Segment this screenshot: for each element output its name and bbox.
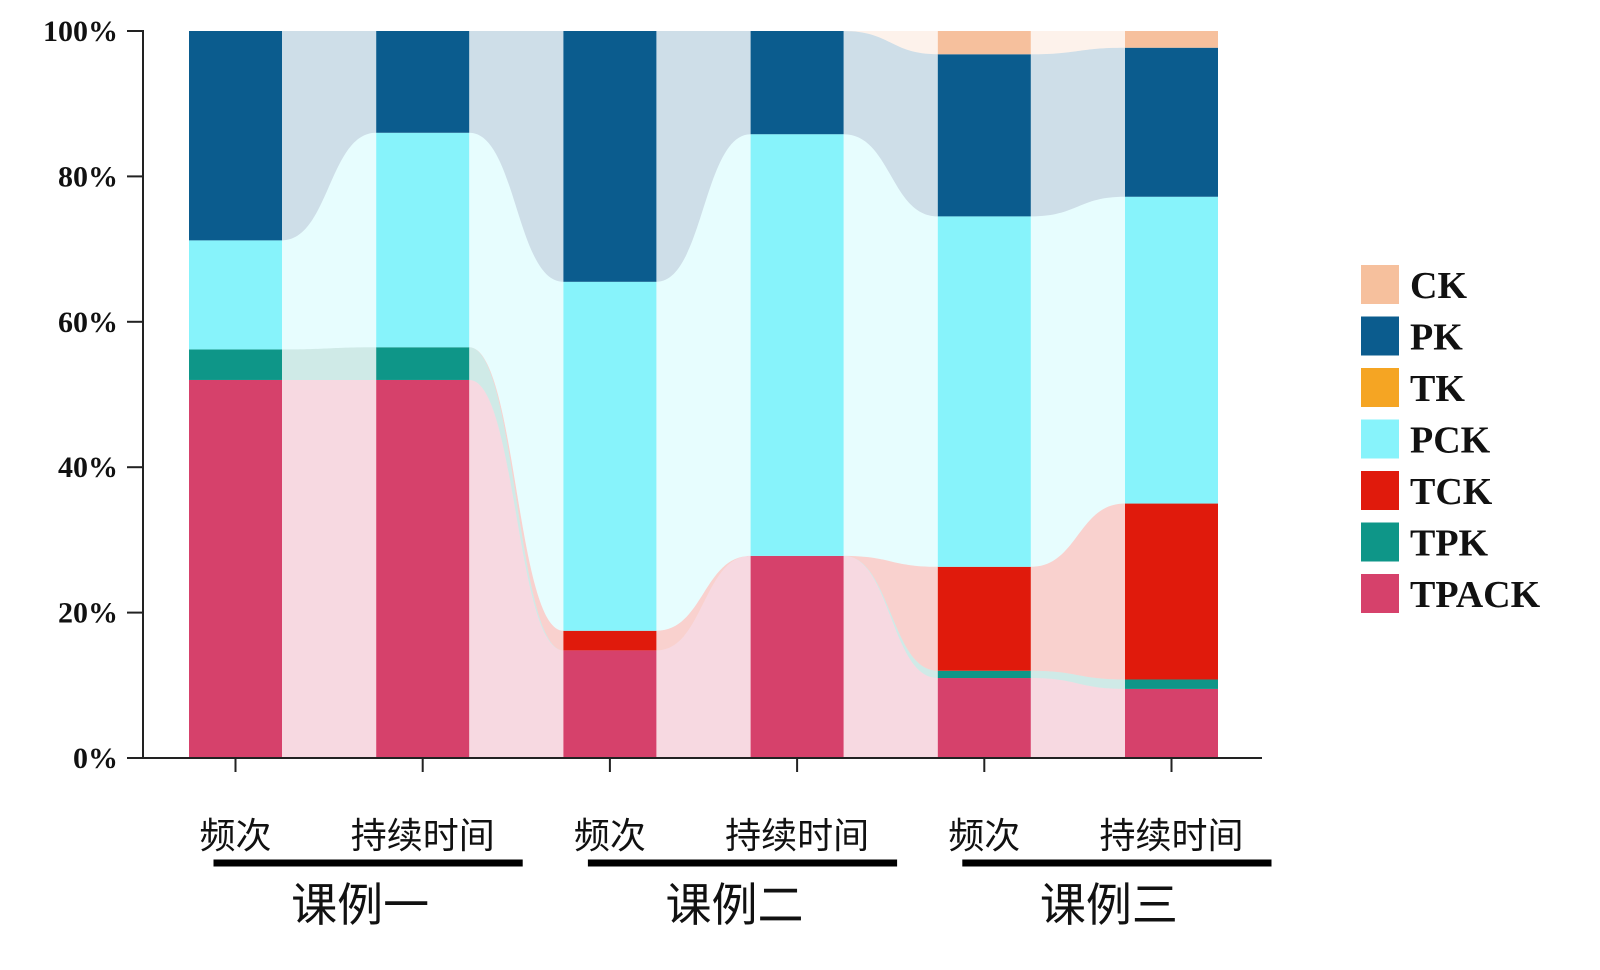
legend-swatch-pck	[1361, 419, 1399, 459]
flow-band-pk	[469, 31, 564, 282]
flow-band-tpack	[656, 555, 751, 758]
axes	[127, 30, 1262, 772]
bar-segment-tck	[1125, 503, 1218, 680]
bar-segment-tpk	[376, 347, 470, 380]
y-tick-labels: 0% 20% 40% 60% 80% 100%	[43, 15, 118, 775]
flow-band-pck	[469, 132, 564, 631]
legend-label: TCK	[1410, 471, 1493, 513]
bar-segment-pck	[563, 281, 657, 631]
legend-swatch-tpack	[1361, 574, 1399, 613]
legend-label: PK	[1410, 317, 1463, 359]
flow-bands	[282, 31, 1125, 758]
bar-segment-pck	[376, 132, 470, 348]
legend-swatch-pk	[1361, 316, 1399, 356]
flow-band-pk	[843, 31, 938, 217]
x-category-labels: 频次 持续时间 频次 持续时间 频次 持续时间	[199, 816, 1243, 857]
bar-segment-tpack	[937, 678, 1031, 758]
legend-label: TPACK	[1410, 574, 1541, 616]
flow-band-tpk	[282, 347, 377, 380]
group-label: 课例一	[291, 878, 429, 932]
flow-band-pck	[1030, 196, 1125, 567]
group-labels: 课例一 课例二 课例三	[213, 859, 1272, 932]
flow-band-tpack	[282, 379, 377, 758]
bar-segments	[189, 31, 1218, 758]
x-category-label: 频次	[199, 816, 271, 857]
bar-segment-tpk	[937, 670, 1031, 679]
bar-segment-tpk	[189, 349, 282, 380]
legend-label: TK	[1410, 368, 1465, 410]
bar-segment-pck	[1125, 196, 1218, 504]
x-category-label: 频次	[948, 816, 1020, 857]
legend-label: TPK	[1410, 523, 1489, 565]
bar-segment-pk	[1125, 47, 1218, 197]
x-category-label: 持续时间	[351, 816, 495, 857]
flow-band-pk	[656, 31, 751, 282]
flow-band-tpk	[469, 347, 564, 651]
flow-band-pck	[282, 132, 377, 350]
legend: CK PK TK PCK TCK TPK TPACK	[1361, 265, 1541, 616]
x-category-label: 持续时间	[1099, 816, 1243, 857]
bar-segment-pk	[750, 31, 844, 135]
y-tick-label: 0%	[73, 742, 118, 775]
bar-segment-pck	[937, 216, 1031, 567]
flow-band-ck	[843, 31, 938, 55]
flow-band-pk	[1030, 47, 1125, 217]
flow-band-tpack	[1030, 678, 1125, 758]
flow-band-pck	[656, 134, 751, 631]
y-tick-label: 40%	[58, 451, 118, 484]
flow-band-tpack	[469, 379, 564, 758]
x-category-label: 持续时间	[725, 816, 869, 857]
y-tick-label: 80%	[58, 160, 118, 193]
flow-band-pk	[282, 31, 377, 241]
bar-segment-pck	[189, 240, 282, 350]
bar-segment-pk	[563, 31, 657, 282]
flow-band-tck	[843, 555, 938, 671]
bar-segment-pk	[937, 54, 1031, 217]
group-label: 课例二	[666, 878, 804, 932]
group-label: 课例三	[1040, 878, 1178, 932]
flow-band-tpack	[843, 555, 938, 758]
flow-band-tpk	[1030, 670, 1125, 689]
bar-segment-tpk	[1125, 679, 1218, 689]
bar-segment-ck	[1125, 31, 1218, 48]
bar-segment-tpack	[189, 379, 282, 758]
legend-label: PCK	[1410, 420, 1491, 462]
bar-segment-pck	[750, 134, 844, 556]
x-category-label: 频次	[574, 816, 646, 857]
bar-segment-pk	[189, 31, 282, 241]
bar-segment-tck	[937, 566, 1031, 671]
y-tick-label: 60%	[58, 306, 118, 339]
legend-label: CK	[1410, 265, 1467, 307]
flow-band-tck	[656, 555, 751, 651]
y-tick-label: 100%	[43, 15, 118, 48]
bar-segment-pk	[376, 31, 470, 133]
flow-band-ck	[1030, 31, 1125, 55]
y-tick-label: 20%	[58, 597, 118, 630]
legend-swatch-tpk	[1361, 522, 1399, 562]
flow-band-tck	[469, 347, 564, 651]
bar-segment-tpack	[1125, 688, 1218, 758]
legend-swatch-tck	[1361, 471, 1399, 510]
bar-segment-tck	[563, 630, 657, 651]
flow-band-pck	[843, 134, 938, 567]
bar-segment-ck	[937, 31, 1031, 55]
bar-segment-tpack	[376, 379, 470, 758]
legend-swatch-ck	[1361, 265, 1399, 304]
bar-segment-tpack	[563, 650, 657, 758]
bar-segment-tpack	[750, 555, 844, 758]
flow-band-tck	[1030, 503, 1125, 680]
legend-swatch-tk	[1361, 368, 1399, 407]
